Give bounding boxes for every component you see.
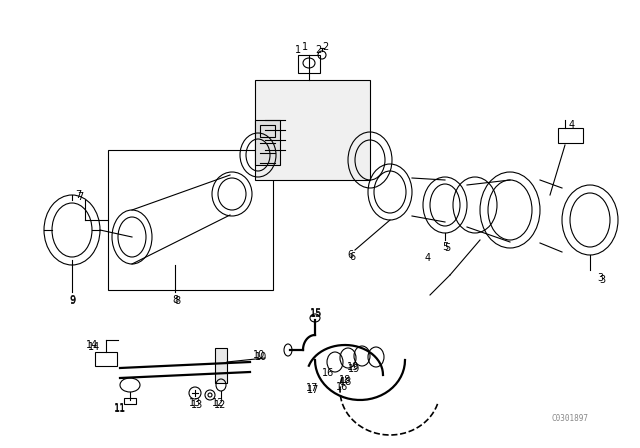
Text: C0301897: C0301897 (552, 414, 589, 422)
Text: 18: 18 (339, 375, 351, 385)
Text: 4: 4 (425, 253, 431, 263)
Text: 16: 16 (336, 382, 348, 392)
Bar (558, 128, 583, 143)
Text: 17: 17 (307, 385, 319, 395)
Bar (95, 352, 117, 366)
Text: 14: 14 (88, 342, 100, 352)
Text: 7: 7 (75, 190, 81, 200)
Bar (298, 55, 320, 73)
Text: 10: 10 (255, 352, 267, 362)
Text: 19: 19 (348, 364, 360, 374)
Text: 5: 5 (442, 242, 448, 252)
Text: 2: 2 (322, 42, 328, 52)
Text: 15: 15 (310, 308, 322, 318)
Text: 8: 8 (174, 296, 180, 306)
Text: 19: 19 (347, 362, 359, 372)
Text: 18: 18 (340, 377, 352, 387)
Text: 12: 12 (214, 400, 226, 410)
Text: 1: 1 (295, 45, 301, 55)
Text: 9: 9 (69, 296, 75, 306)
Text: 1: 1 (302, 42, 308, 52)
Text: 4: 4 (569, 120, 575, 130)
Text: 9: 9 (69, 295, 75, 305)
Text: 11: 11 (114, 404, 126, 414)
Text: 6: 6 (349, 252, 355, 262)
Text: 8: 8 (172, 295, 178, 305)
Text: 5: 5 (444, 243, 450, 253)
Bar (255, 120, 280, 165)
Bar (260, 125, 275, 137)
Text: 3: 3 (597, 273, 603, 283)
Text: 10: 10 (253, 350, 265, 360)
Text: 7: 7 (77, 192, 83, 202)
Text: 11: 11 (114, 403, 126, 413)
Text: 16: 16 (322, 368, 334, 378)
Text: 17: 17 (306, 383, 318, 393)
Bar (124, 398, 136, 404)
Text: 15: 15 (310, 309, 322, 319)
Text: 6: 6 (347, 250, 353, 260)
Text: 12: 12 (212, 398, 224, 408)
Text: 14: 14 (86, 340, 98, 350)
Text: 13: 13 (191, 400, 203, 410)
Bar (215, 348, 227, 383)
Bar (108, 150, 273, 290)
Bar (255, 80, 370, 180)
Text: 3: 3 (599, 275, 605, 285)
Text: 2: 2 (315, 45, 321, 55)
Text: 13: 13 (189, 398, 201, 408)
